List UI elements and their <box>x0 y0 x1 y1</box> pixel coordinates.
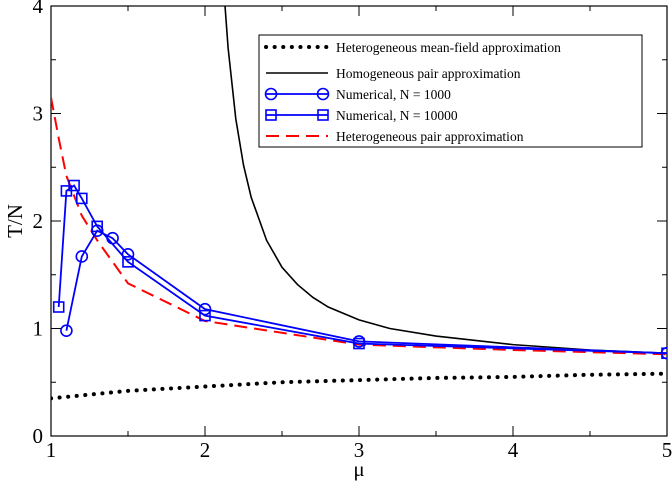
x-axis-label: μ <box>353 457 364 481</box>
legend-marker <box>265 109 277 121</box>
y-tick-label: 0 <box>33 424 44 448</box>
legend-entry: Homogeneous pair approximation <box>266 66 521 81</box>
data-point <box>76 192 88 205</box>
legend-label: Heterogeneous mean-field approximation <box>336 40 561 55</box>
series-heterogeneous-mean-field-approximation <box>51 371 667 401</box>
y-axis-label: T/N <box>3 204 27 238</box>
y-tick-label: 2 <box>33 209 44 233</box>
x-tick-label: 1 <box>46 438 57 462</box>
data-point <box>52 301 65 313</box>
data-point <box>68 179 80 192</box>
data-point <box>353 337 365 350</box>
series-line <box>65 229 667 355</box>
series-line <box>51 371 667 401</box>
data-point <box>75 250 89 263</box>
legend-label: Homogeneous pair approximation <box>336 66 521 81</box>
series-numerical-n-1000 <box>60 224 667 360</box>
legend-label: Numerical, N = 1000 <box>336 87 451 102</box>
series-homogeneous-pair-approximation <box>224 6 667 355</box>
data-point <box>122 256 134 268</box>
y-tick-label: 1 <box>33 317 44 341</box>
data-point <box>199 309 211 322</box>
legend-entry: Numerical, N = 1000 <box>264 87 451 102</box>
data-point <box>661 347 667 360</box>
y-tick-label: 4 <box>33 0 44 18</box>
legend-label: Heterogeneous pair approximation <box>336 129 524 144</box>
series-heterogeneous-pair-approximation <box>51 97 667 356</box>
legend: Heterogeneous mean-field approximation Ho… <box>258 34 643 148</box>
legend-marker <box>264 87 278 101</box>
legend-entry: Numerical, N = 10000 <box>265 108 458 123</box>
legend-marker <box>317 109 329 121</box>
axis-ticks <box>50 5 668 437</box>
plot-area <box>51 6 667 401</box>
legend-marker <box>316 87 330 101</box>
series-line <box>224 6 667 355</box>
legend-entries: Heterogeneous mean-field approximation Ho… <box>264 40 561 144</box>
legend-entry: Heterogeneous mean-field approximation <box>264 40 561 55</box>
series-numerical-n-10000 <box>52 179 667 360</box>
legend-entry: Heterogeneous pair approximation <box>266 129 524 144</box>
x-tick-label: 5 <box>662 438 672 462</box>
data-point <box>60 324 73 337</box>
x-tick-label: 4 <box>508 438 519 462</box>
plot-series <box>51 6 667 401</box>
x-tick-label: 3 <box>354 438 365 462</box>
legend-label: Numerical, N = 10000 <box>336 108 458 123</box>
legend-box <box>258 34 643 148</box>
y-tick-label: 3 <box>33 102 44 126</box>
data-point <box>91 220 103 233</box>
series-line <box>51 97 667 356</box>
x-tick-label: 2 <box>200 438 211 462</box>
